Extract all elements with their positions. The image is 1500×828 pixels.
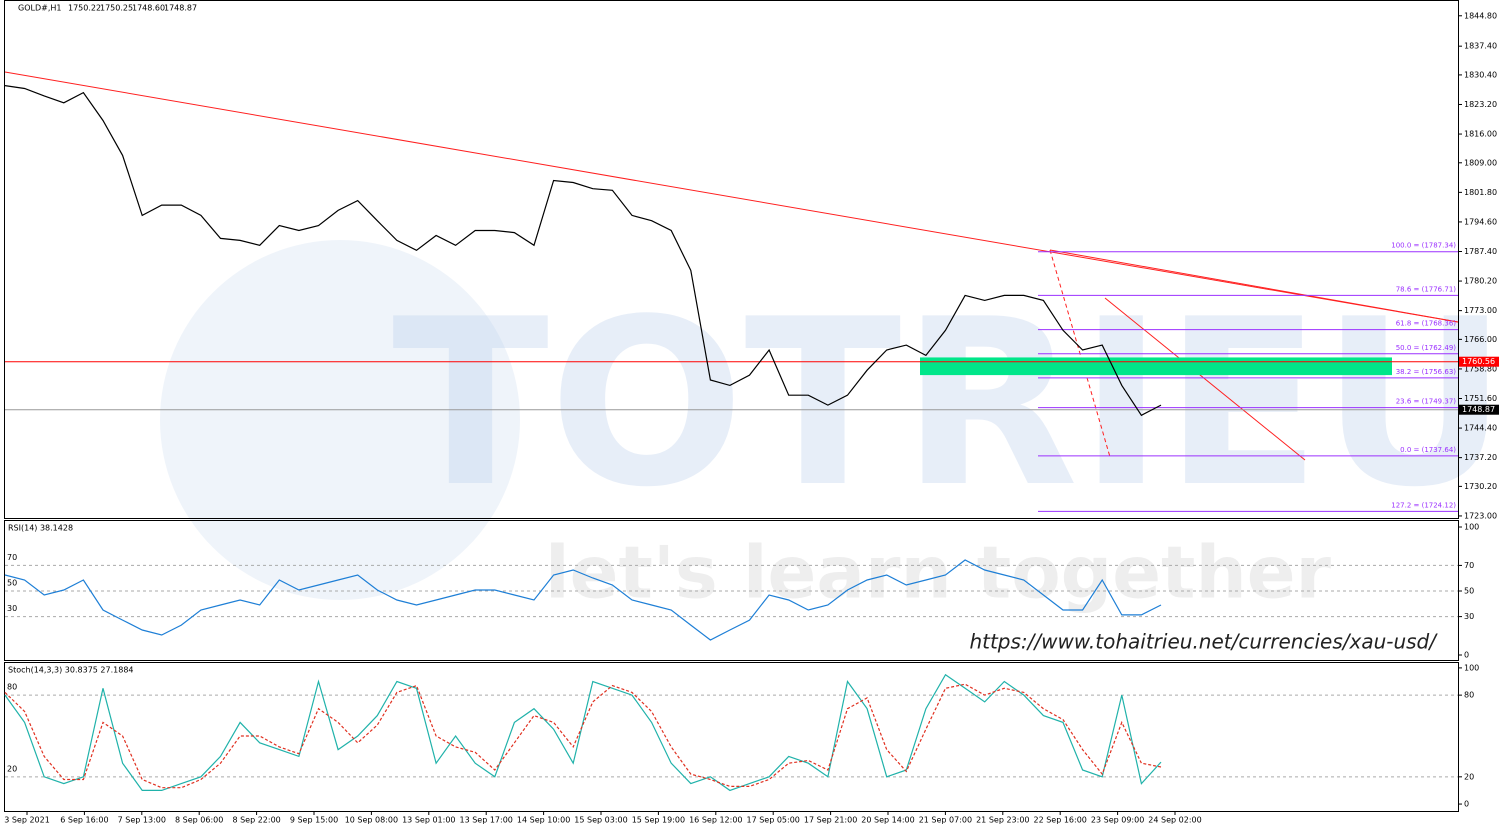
y-tick-label: 0: [1464, 651, 1469, 660]
x-tick-label: 7 Sep 13:00: [118, 816, 166, 825]
quote-high: 1750.25: [100, 4, 133, 13]
stoch-panel: [4, 662, 1459, 812]
quote-close: 1748.87: [164, 4, 197, 13]
y-tick-label: 20: [1464, 772, 1474, 781]
y-tick-label: 1780.20: [1464, 277, 1497, 286]
watermark: TOTRIEU: [392, 271, 1500, 538]
x-tick-label: 9 Sep 15:00: [290, 816, 338, 825]
x-tick-label: 3 Sep 2021: [4, 816, 50, 825]
y-tick-label: 1723.00: [1464, 511, 1497, 520]
y-tick-label: 1758.80: [1464, 364, 1497, 373]
x-tick-label: 20 Sep 14:00: [861, 816, 914, 825]
x-tick-label: 16 Sep 12:00: [689, 816, 742, 825]
y-tick-label: 1830.40: [1464, 70, 1497, 79]
fib-label: 50.0 = (1762.49): [1396, 344, 1457, 352]
x-tick-label: 15 Sep 19:00: [632, 816, 685, 825]
y-tick-label: 1766.00: [1464, 335, 1497, 344]
x-tick-label: 13 Sep 17:00: [459, 816, 512, 825]
zone: [920, 357, 1392, 376]
price-tag: [1459, 356, 1499, 367]
price-tag-label: 1748.87: [1462, 405, 1495, 414]
x-tick-label: 17 Sep 05:00: [746, 816, 799, 825]
x-tick-label: 8 Sep 22:00: [232, 816, 280, 825]
stoch-title: Stoch(14,3,3) 30.8375 27.1884: [8, 666, 134, 675]
quote-low: 1748.60: [132, 4, 165, 13]
y-tick-label: 1844.80: [1464, 11, 1497, 20]
watermark-tagline: let's learn together: [545, 531, 1332, 615]
level-label: 50: [7, 579, 17, 588]
price-tag-label: 1760.56: [1462, 357, 1495, 366]
x-tick-label: 6 Sep 16:00: [60, 816, 108, 825]
y-tick-label: 1744.40: [1464, 424, 1497, 433]
y-tick-label: 1809.00: [1464, 158, 1497, 167]
header: GOLD#,H1 1750.22 1750.25 1748.60 1748.87: [18, 4, 197, 13]
y-tick-label: 1787.40: [1464, 247, 1497, 256]
x-tick-label: 14 Sep 10:00: [517, 816, 570, 825]
y-tick-label: 1816.00: [1464, 130, 1497, 139]
fib-label: 78.6 = (1776.71): [1396, 285, 1457, 293]
fib-label: 127.2 = (1724.12): [1391, 501, 1456, 509]
fib-label: 0.0 = (1737.64): [1400, 446, 1456, 454]
y-tick-label: 100: [1464, 523, 1479, 532]
y-tick-label: 1773.00: [1464, 306, 1497, 315]
fib-label: 23.6 = (1749.37): [1396, 398, 1457, 406]
price-tag: [1459, 404, 1499, 415]
y-tick-label: 1737.20: [1464, 453, 1497, 462]
series-line: [4, 85, 1162, 417]
url: https://www.tohaitrieu.net/currencies/xa…: [969, 630, 1438, 654]
trendline: [1049, 249, 1459, 323]
fib-label: 100.0 = (1787.34): [1391, 242, 1456, 250]
x-tick-label: 8 Sep 06:00: [175, 816, 223, 825]
series-line: [4, 673, 1162, 792]
fib-label: 61.8 = (1768.36): [1396, 320, 1457, 328]
y-tick-label: 80: [1464, 691, 1474, 700]
level-label: 20: [7, 764, 17, 773]
x-tick-label: 22 Sep 16:00: [1033, 816, 1086, 825]
y-tick-label: 0: [1464, 800, 1469, 809]
y-tick-label: 1837.40: [1464, 42, 1497, 51]
x-tick-label: 21 Sep 23:00: [976, 816, 1029, 825]
x-tick-label: 15 Sep 03:00: [574, 816, 627, 825]
main-panel: [4, 0, 1459, 519]
trendline: [1104, 297, 1306, 461]
series-line: [4, 559, 1162, 641]
level-label: 70: [7, 553, 17, 562]
level-label: 80: [7, 683, 17, 692]
x-tick-label: 23 Sep 09:00: [1091, 816, 1144, 825]
level-label: 30: [7, 604, 17, 613]
x-tick-label: 10 Sep 08:00: [345, 816, 398, 825]
rsi-title: RSI(14) 38.1428: [8, 524, 73, 533]
y-tick-label: 50: [1464, 587, 1474, 596]
y-tick-label: 1823.20: [1464, 100, 1497, 109]
trendline: [4, 71, 1459, 323]
y-tick-label: 30: [1464, 612, 1474, 621]
fib-label: 38.2 = (1756.63): [1396, 368, 1457, 376]
rsi-panel: [4, 520, 1459, 661]
x-tick-label: 17 Sep 21:00: [804, 816, 857, 825]
quote-open: 1750.22: [68, 4, 101, 13]
watermark-logo: [160, 240, 520, 600]
y-tick-label: 1730.20: [1464, 482, 1497, 491]
y-tick-label: 100: [1464, 663, 1479, 672]
x-tick-label: 24 Sep 02:00: [1148, 816, 1201, 825]
y-tick-label: 1801.80: [1464, 188, 1497, 197]
x-tick-label: 21 Sep 07:00: [919, 816, 972, 825]
y-tick-label: 1751.60: [1464, 394, 1497, 403]
symbol: GOLD#,H1: [18, 4, 61, 13]
x-tick-label: 13 Sep 01:00: [402, 816, 455, 825]
y-tick-label: 1794.60: [1464, 217, 1497, 226]
y-tick-label: 70: [1464, 561, 1474, 570]
series-line: [4, 683, 1162, 789]
